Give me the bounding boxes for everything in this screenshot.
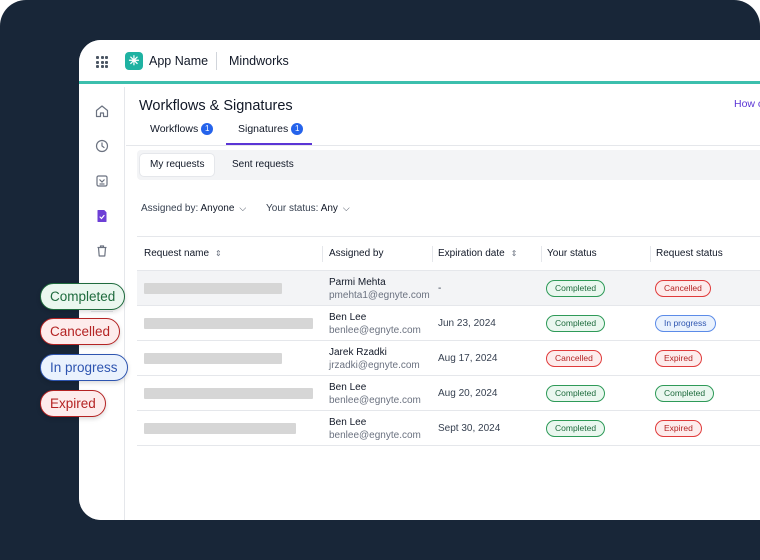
request-status-badge: Cancelled — [655, 280, 711, 297]
sidebar-divider — [91, 311, 113, 312]
column-header-expiration-date[interactable]: Expiration date ⇕ — [438, 248, 517, 259]
request-status-badge: In progress — [655, 315, 716, 332]
assignee-email: jrzadki@egnyte.com — [329, 360, 420, 371]
assignee-email: benlee@egnyte.com — [329, 395, 421, 406]
chevron-down-icon: ⌵ — [342, 203, 350, 213]
assignee-name: Parmi Mehta — [329, 277, 386, 288]
app-name[interactable]: App Name — [149, 54, 209, 68]
assignee-name: Ben Lee — [329, 417, 367, 428]
request-name-placeholder — [144, 388, 313, 399]
table-row[interactable]: Parmi Mehta pmehta1@egnyte.com - Complet… — [137, 271, 760, 306]
column-label: Expiration date — [438, 248, 505, 259]
filter-label: Assigned by: — [141, 203, 199, 214]
your-status-badge: Cancelled — [546, 350, 602, 367]
signature-document-icon[interactable] — [94, 208, 110, 224]
request-status-badge: Expired — [655, 420, 702, 437]
segment-sent-requests[interactable]: Sent requests — [232, 159, 294, 170]
expiration-date: Sept 30, 2024 — [438, 423, 501, 434]
status-badge-in-progress: In progress — [40, 354, 128, 381]
column-header-assigned-by[interactable]: Assigned by — [329, 248, 384, 259]
legend-cancelled: Cancelled — [40, 318, 121, 345]
sort-icon[interactable]: ⇕ — [215, 249, 222, 258]
segment-my-requests[interactable]: My requests — [140, 154, 215, 176]
column-divider — [650, 246, 651, 262]
app-grid-icon[interactable] — [96, 56, 108, 68]
expiration-date: - — [438, 283, 442, 294]
chevron-down-icon: ⌵ — [239, 203, 247, 213]
assignee-email: benlee@egnyte.com — [329, 325, 421, 336]
column-header-request-name[interactable]: Request name ⇕ — [144, 248, 222, 259]
top-bar: ✳ App Name Mindworks — [79, 40, 760, 84]
expiration-date: Aug 20, 2024 — [438, 388, 498, 399]
filter-label: Your status: — [266, 203, 319, 214]
status-badge-cancelled: Cancelled — [40, 318, 121, 345]
segmented-control: My requests Sent requests — [137, 150, 760, 180]
table-row[interactable]: Ben Lee benlee@egnyte.com Aug 20, 2024 C… — [137, 376, 760, 411]
request-name-placeholder — [144, 283, 282, 294]
clock-icon[interactable] — [94, 138, 110, 154]
legend-in-progress: In progress — [40, 354, 128, 381]
topbar-divider — [216, 52, 217, 70]
request-name-placeholder — [144, 353, 282, 364]
status-badge-completed: Completed — [40, 283, 126, 310]
column-divider — [432, 246, 433, 262]
your-status-badge: Completed — [546, 315, 606, 332]
assignee-email: benlee@egnyte.com — [329, 430, 421, 441]
your-status-badge: Completed — [546, 280, 606, 297]
column-divider — [541, 246, 542, 262]
request-status-badge: Expired — [655, 350, 702, 367]
column-header-your-status[interactable]: Your status — [547, 248, 597, 259]
request-name-placeholder — [144, 318, 313, 329]
tab-label: Signatures — [238, 123, 289, 135]
column-label: Request name — [144, 248, 210, 259]
tab-signatures[interactable]: Signatures 1 — [238, 123, 304, 145]
table-row[interactable]: Jarek Rzadki jrzadki@egnyte.com Aug 17, … — [137, 341, 760, 376]
request-status-badge: Completed — [655, 385, 715, 402]
tabs-divider — [126, 145, 760, 146]
table-header: Request name ⇕ Assigned by Expiration dat… — [137, 236, 760, 271]
your-status-badge: Completed — [546, 385, 606, 402]
active-tab-indicator — [226, 143, 312, 145]
filter-value: Any — [320, 203, 338, 214]
assignee-email: pmehta1@egnyte.com — [329, 290, 430, 301]
main-content: Workflows & Signatures How c Workflows1 … — [126, 87, 760, 520]
tab-count-badge: 1 — [291, 123, 304, 135]
assigned-by-filter[interactable]: Assigned by: Anyone ⌵ — [141, 203, 246, 214]
sort-icon[interactable]: ⇕ — [510, 249, 518, 258]
expiration-date: Jun 23, 2024 — [438, 318, 496, 329]
help-link[interactable]: How c — [734, 98, 760, 110]
app-window: ✳ App Name Mindworks » Work — [79, 40, 760, 520]
tab-label: Workflows — [150, 123, 199, 135]
status-badge-expired: Expired — [40, 390, 106, 417]
trash-icon[interactable] — [94, 243, 110, 259]
page-title: Workflows & Signatures — [139, 98, 293, 114]
assignee-name: Jarek Rzadki — [329, 347, 387, 358]
expiration-date: Aug 17, 2024 — [438, 353, 498, 364]
table-row[interactable]: Ben Lee benlee@egnyte.com Sept 30, 2024 … — [137, 411, 760, 446]
table-row[interactable]: Ben Lee benlee@egnyte.com Jun 23, 2024 C… — [137, 306, 760, 341]
your-status-badge: Completed — [546, 420, 606, 437]
filter-value: Anyone — [200, 203, 235, 214]
tab-workflows[interactable]: Workflows 1 — [150, 123, 214, 145]
legend-completed: Completed — [40, 283, 126, 310]
your-status-filter[interactable]: Your status: Any ⌵ — [266, 203, 350, 214]
inbox-icon[interactable] — [94, 173, 110, 189]
requests-table: Request name ⇕ Assigned by Expiration dat… — [137, 236, 760, 446]
assignee-name: Ben Lee — [329, 382, 367, 393]
column-header-request-status[interactable]: Request status — [656, 248, 723, 259]
tab-count-badge: 1 — [201, 123, 214, 135]
column-divider — [322, 246, 323, 262]
app-logo-icon: ✳ — [125, 52, 143, 70]
home-icon[interactable] — [94, 103, 110, 119]
legend-expired: Expired — [40, 390, 106, 417]
request-name-placeholder — [144, 423, 296, 434]
workspace-name[interactable]: Mindworks — [229, 54, 289, 68]
assignee-name: Ben Lee — [329, 312, 367, 323]
